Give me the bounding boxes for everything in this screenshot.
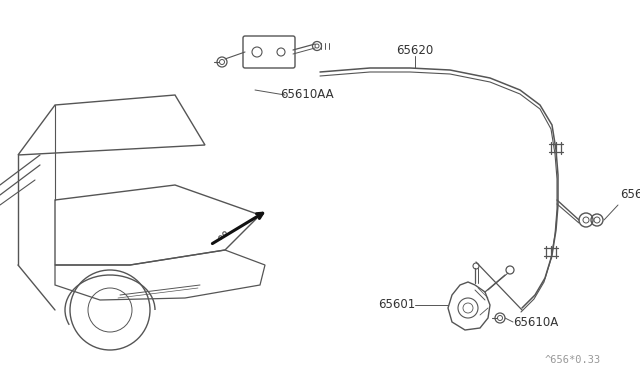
Text: 65601: 65601 <box>378 298 415 311</box>
Text: 65620B: 65620B <box>620 189 640 202</box>
Text: ^656*0.33: ^656*0.33 <box>545 355 601 365</box>
Text: 65610A: 65610A <box>513 315 558 328</box>
Text: 65620: 65620 <box>396 44 434 57</box>
Text: 65610AA: 65610AA <box>280 89 333 102</box>
